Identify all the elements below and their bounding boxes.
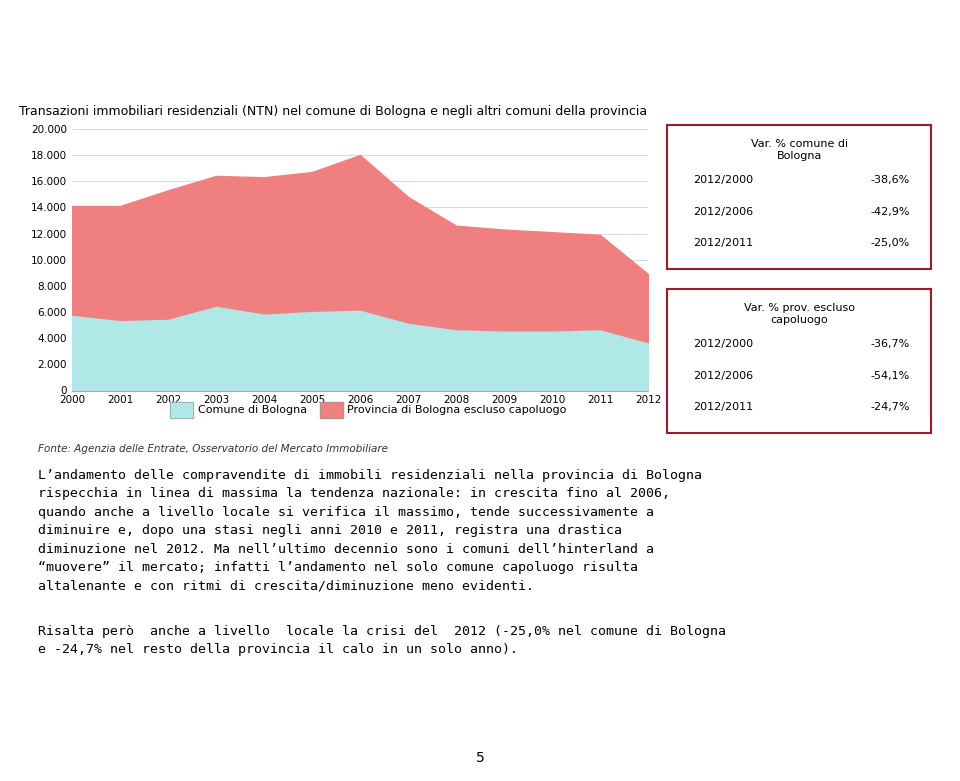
Text: Var. % comune di
Bologna: Var. % comune di Bologna	[751, 139, 848, 161]
Text: Transazioni immobiliari residenziali (NTN) nel comune di Bologna e negli altri c: Transazioni immobiliari residenziali (NT…	[19, 105, 647, 118]
Text: Var. % prov. escluso
capoluogo: Var. % prov. escluso capoluogo	[744, 304, 854, 325]
Bar	[170, 402, 193, 418]
Text: Le compravendite residenziali a Bologna: Le compravendite residenziali a Bologna	[209, 20, 751, 44]
Text: 2012/2011: 2012/2011	[693, 238, 754, 248]
Bar	[320, 402, 343, 418]
Text: 2012/2000: 2012/2000	[693, 175, 754, 185]
Text: 2012/2011: 2012/2011	[693, 402, 754, 412]
Bar	[170, 402, 193, 418]
Text: Provincia di Bologna escluso capoluogo: Provincia di Bologna escluso capoluogo	[348, 405, 566, 415]
Text: 2012/2006: 2012/2006	[693, 371, 754, 380]
Text: -38,6%: -38,6%	[871, 175, 910, 185]
Text: 5: 5	[475, 751, 485, 765]
Text: 2012/2000: 2012/2000	[693, 339, 754, 349]
Text: -25,0%: -25,0%	[871, 238, 910, 248]
Text: -36,7%: -36,7%	[871, 339, 910, 349]
Text: Comune di Bologna: Comune di Bologna	[198, 405, 306, 415]
Bar	[320, 402, 343, 418]
Text: -24,7%: -24,7%	[871, 402, 910, 412]
Text: -42,9%: -42,9%	[871, 207, 910, 216]
Text: Risalta però  anche a livello  locale la crisi del  2012 (-25,0% nel comune di B: Risalta però anche a livello locale la c…	[38, 625, 727, 656]
Text: L’andamento delle compravendite di immobili residenziali nella provincia di Bolo: L’andamento delle compravendite di immob…	[38, 469, 703, 593]
Text: -54,1%: -54,1%	[871, 371, 910, 380]
Text: 2012/2006: 2012/2006	[693, 207, 754, 216]
Text: Fonte: Agenzia delle Entrate, Osservatorio del Mercato Immobiliare: Fonte: Agenzia delle Entrate, Osservator…	[38, 444, 389, 454]
